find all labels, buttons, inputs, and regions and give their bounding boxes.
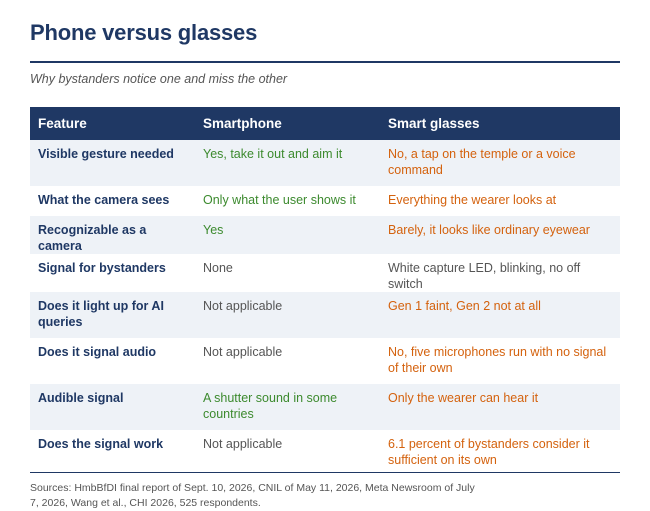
table-row: Recognizable as a camera Yes Barely, it … bbox=[30, 216, 620, 254]
feature-cell: Does it light up for AI queries bbox=[30, 292, 195, 338]
header-smartphone: Smartphone bbox=[195, 107, 380, 140]
smartphone-cell: Yes, take it out and aim it bbox=[195, 140, 380, 186]
table-row: Visible gesture needed Yes, take it out … bbox=[30, 140, 620, 186]
glasses-cell: 6.1 percent of bystanders consider it su… bbox=[388, 437, 590, 467]
table-row: Does it signal audio Not applicable No, … bbox=[30, 338, 620, 384]
header-smart-glasses: Smart glasses bbox=[380, 107, 620, 140]
smartphone-cell: Only what the user shows it bbox=[203, 193, 356, 207]
comparison-table: Feature Smartphone Smart glasses Visible… bbox=[30, 107, 620, 476]
table-row: Audible signal A shutter sound in some c… bbox=[30, 384, 620, 430]
sources-note: Sources: HmbBfDI final report of Sept. 1… bbox=[30, 482, 475, 509]
glasses-cell: White capture LED, blinking, no off swit… bbox=[388, 261, 581, 291]
table-row: Signal for bystanders None White capture… bbox=[30, 254, 620, 292]
smartphone-cell: None bbox=[203, 261, 233, 275]
feature-cell: Does it signal audio bbox=[38, 345, 157, 359]
title-divider bbox=[30, 61, 620, 63]
glasses-cell: Gen 1 faint, Gen 2 not at all bbox=[380, 292, 620, 338]
smartphone-cell: Not applicable bbox=[203, 437, 283, 451]
smartphone-cell: Yes bbox=[195, 216, 380, 254]
table-row: Does the signal work Not applicable 6.1 … bbox=[30, 430, 620, 476]
glasses-cell: Everything the wearer looks at bbox=[388, 193, 557, 207]
feature-cell: Does the signal work bbox=[38, 437, 164, 451]
smartphone-cell: Not applicable bbox=[203, 345, 283, 359]
feature-cell: Recognizable as a camera bbox=[30, 216, 195, 254]
page-subtitle: Why bystanders notice one and miss the o… bbox=[30, 72, 288, 86]
glasses-cell: No, five microphones run with no signal … bbox=[388, 345, 607, 375]
smartphone-cell: Not applicable bbox=[195, 292, 380, 338]
table-row: Does it light up for AI queries Not appl… bbox=[30, 292, 620, 338]
feature-cell: Visible gesture needed bbox=[30, 140, 195, 186]
header-feature: Feature bbox=[30, 107, 195, 140]
glasses-cell: Only the wearer can hear it bbox=[380, 384, 620, 430]
smartphone-cell: A shutter sound in some countries bbox=[195, 384, 380, 430]
sources-divider bbox=[30, 472, 620, 473]
feature-cell: Signal for bystanders bbox=[38, 261, 166, 275]
feature-cell: What the camera sees bbox=[38, 193, 170, 207]
table-header-row: Feature Smartphone Smart glasses bbox=[30, 107, 620, 140]
glasses-cell: No, a tap on the temple or a voice comma… bbox=[380, 140, 620, 186]
glasses-cell: Barely, it looks like ordinary eyewear bbox=[380, 216, 620, 254]
feature-cell: Audible signal bbox=[30, 384, 195, 430]
page-title: Phone versus glasses bbox=[30, 20, 258, 45]
table-row: What the camera sees Only what the user … bbox=[30, 186, 620, 216]
